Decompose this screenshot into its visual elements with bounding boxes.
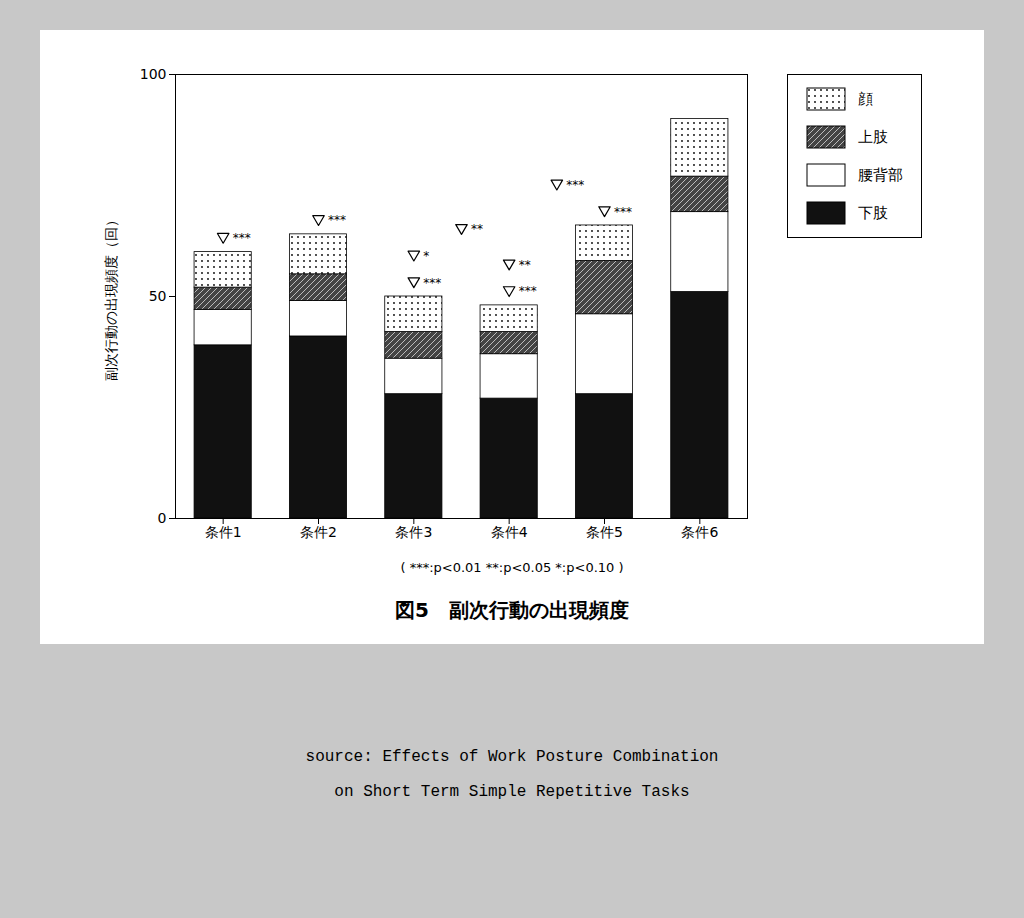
html-text:腰背部: 腰背部 <box>857 165 903 184</box>
svg-text:条件4: 条件4 <box>490 524 527 540</box>
svg-text:***: *** <box>328 213 346 227</box>
svg-text:***: *** <box>566 178 584 192</box>
svg-text:***: *** <box>232 231 250 245</box>
html-text:source: Effects of Work Postur: source: Effects of Work Posture Combinat… <box>305 748 719 766</box>
svg-text:条件6: 条件6 <box>681 524 718 540</box>
svg-text:50: 50 <box>148 288 166 304</box>
svg-text:***: *** <box>518 284 536 298</box>
svg-text:**: ** <box>471 222 483 236</box>
html-text:顔: 顔 <box>857 89 873 108</box>
svg-text:条件5: 条件5 <box>586 524 623 540</box>
html-text:上肢: 上肢 <box>857 127 888 146</box>
svg-text:***: *** <box>423 276 441 290</box>
svg-text:**: ** <box>518 258 530 272</box>
svg-text:副次行動の出現頻度（回）: 副次行動の出現頻度（回） <box>103 213 119 381</box>
svg-text:0: 0 <box>157 510 166 526</box>
svg-text:条件2: 条件2 <box>300 524 337 540</box>
svg-text:***: *** <box>614 205 632 219</box>
svg-text:条件3: 条件3 <box>395 524 432 540</box>
svg-text:条件1: 条件1 <box>204 524 241 540</box>
svg-text:*: * <box>423 249 429 263</box>
html-text:図5 副次行動の出現頻度: 図5 副次行動の出現頻度 <box>395 598 629 622</box>
html-text:on Short Term Simple Repetitiv: on Short Term Simple Repetitive Tasks <box>334 783 690 802</box>
svg-text:100: 100 <box>139 66 166 82</box>
html-text:( ***:p<0.01 **:p<0.05 *:p<0.1: ( ***:p<0.01 **:p<0.05 *:p<0.10 ) <box>400 560 624 575</box>
html-text:下肢: 下肢 <box>857 203 888 222</box>
